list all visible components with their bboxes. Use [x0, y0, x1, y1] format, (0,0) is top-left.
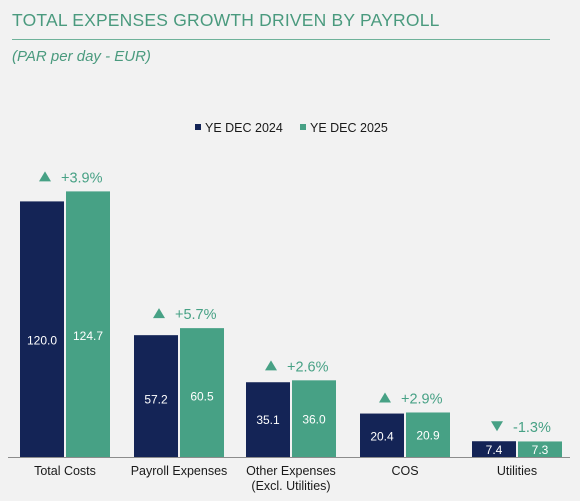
category-label-4: Utilities	[497, 464, 537, 478]
data-label-2024-0: 120.0	[27, 334, 57, 348]
data-label-2024-2: 35.1	[256, 413, 280, 427]
growth-arrow-down-icon	[491, 421, 503, 432]
growth-arrow-up-icon	[265, 360, 277, 371]
bar-2024-4	[472, 441, 516, 457]
category-label-3: COS	[391, 464, 418, 478]
growth-label-4: -1.3%	[513, 420, 551, 436]
growth-label-1: +5.7%	[175, 307, 217, 323]
growth-arrow-up-icon	[39, 171, 51, 182]
bar-2024-1	[134, 335, 178, 457]
bar-2024-3	[360, 413, 404, 457]
data-label-2024-1: 57.2	[144, 392, 168, 406]
data-label-2024-3: 20.4	[370, 429, 394, 443]
growth-arrow-up-icon	[153, 308, 165, 319]
category-label-1: Payroll Expenses	[131, 464, 228, 478]
category-label-2-line0: Other Expenses	[246, 464, 336, 478]
title-divider	[12, 39, 550, 40]
bar-2025-1	[180, 328, 224, 457]
category-label-0: Total Costs	[34, 464, 96, 478]
chart-subtitle: (PAR per day - EUR)	[12, 48, 151, 65]
bar-2025-3	[406, 412, 450, 457]
data-label-2025-4: 7.3	[532, 443, 549, 457]
legend-swatch-2025	[300, 124, 306, 130]
bar-2025-4	[518, 441, 562, 457]
data-label-2025-1: 60.5	[190, 389, 214, 403]
bar-2025-2	[292, 380, 336, 457]
legend-label-2025: YE DEC 2025	[310, 121, 388, 135]
data-label-2025-2: 36.0	[302, 412, 326, 426]
legend-swatch-2024	[195, 124, 201, 130]
growth-label-3: +2.9%	[401, 391, 443, 407]
data-label-2025-0: 124.7	[73, 329, 103, 343]
bar-2024-0	[20, 201, 64, 457]
legend-label-2024: YE DEC 2024	[205, 121, 283, 135]
growth-label-0: +3.9%	[61, 170, 103, 186]
bar-2025-0	[66, 191, 110, 457]
category-label-2-line1: (Excl. Utilities)	[251, 479, 330, 493]
growth-arrow-up-icon	[379, 392, 391, 403]
growth-label-2: +2.6%	[287, 359, 329, 375]
data-label-2024-4: 7.4	[486, 443, 503, 457]
data-label-2025-3: 20.9	[416, 429, 440, 443]
chart-title: TOTAL EXPENSES GROWTH DRIVEN BY PAYROLL	[12, 10, 440, 30]
bar-2024-2	[246, 382, 290, 457]
